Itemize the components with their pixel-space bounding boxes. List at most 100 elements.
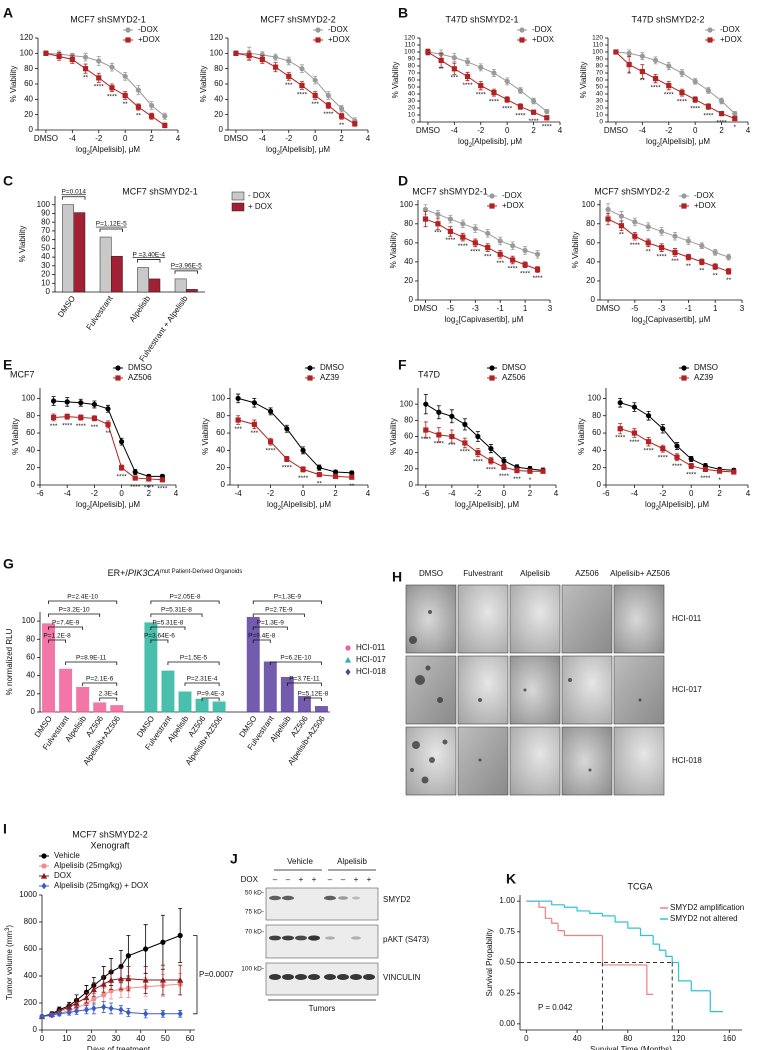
chart-title: T47D	[418, 369, 441, 379]
marker	[660, 446, 666, 452]
legend-marker	[307, 375, 313, 381]
legend-label: AZ506	[502, 373, 526, 382]
x-axis-label-part: log	[445, 315, 456, 324]
y-axis-label-part: % Viability	[9, 66, 18, 103]
y-tick-label: 50	[408, 84, 416, 91]
significance-label: ****	[473, 458, 484, 465]
marker	[100, 981, 107, 987]
marker	[146, 476, 152, 482]
significance-label: ****	[421, 436, 432, 443]
marker	[300, 447, 306, 453]
series-line	[615, 51, 735, 119]
legend-label: + DOX	[248, 202, 273, 211]
significance-label: ***	[434, 230, 442, 237]
x-tick-label: 0	[119, 489, 124, 498]
significance-label: ****	[630, 242, 641, 249]
survival-step	[563, 930, 603, 937]
p-bracket	[62, 196, 86, 200]
series-line	[235, 52, 356, 125]
significance-label: ****	[458, 243, 469, 250]
y-tick-label: 10	[596, 112, 604, 119]
x-tick-label: 4	[558, 126, 563, 135]
marker	[646, 413, 652, 419]
panel-letter: A	[3, 5, 13, 21]
marker	[83, 1006, 90, 1014]
marker	[96, 75, 102, 81]
x-axis-label-part: log	[76, 500, 87, 509]
column-label: Alpelisib+ AZ506	[610, 569, 670, 578]
legend-label: +DOX	[502, 201, 525, 210]
p-label: P =3.40E-4	[132, 251, 165, 258]
significance-label: ****	[508, 266, 519, 273]
y-tick-label: 60	[26, 653, 35, 662]
significance-label: ****	[502, 105, 513, 112]
x-tick-label: -5	[631, 304, 639, 313]
y-tick-label: 60	[216, 428, 225, 437]
x-tick-label: 4	[366, 489, 371, 498]
y-tick-label: 0	[219, 125, 224, 134]
marker	[422, 206, 429, 213]
x-tick-label: -1	[497, 304, 505, 313]
p-bracket	[174, 270, 198, 274]
y-axis-label-part: Tumor volume (mm	[5, 931, 14, 1000]
bar	[280, 676, 294, 713]
significance-label: ****	[94, 84, 105, 91]
y-tick-label: 60	[404, 432, 413, 441]
marker	[462, 440, 468, 446]
legend-marker	[41, 863, 47, 869]
legend-marker	[519, 37, 525, 43]
survival-step	[709, 990, 723, 1013]
y-tick-label: 120	[404, 35, 415, 42]
y-tick-label: 0	[409, 480, 414, 489]
y-axis-label-part: % Viability	[199, 66, 208, 103]
x-axis-label: log2[Alpelisib], μM	[266, 145, 330, 156]
x-tick-label: 4	[174, 489, 179, 498]
panel-letter: C	[3, 173, 13, 189]
p-label: P=2.1E-6	[86, 676, 114, 683]
y-tick-label: 60	[214, 79, 223, 88]
marker	[267, 408, 274, 414]
p-label: P=0.014	[62, 188, 87, 195]
significance-label: ****	[515, 112, 526, 119]
legend-marker	[707, 27, 713, 33]
legend-swatch	[231, 202, 245, 212]
p-value: P=0.0007	[199, 970, 234, 979]
significance-label: ****	[542, 124, 553, 131]
bar	[297, 696, 311, 713]
x-tick-label: 2	[339, 134, 344, 143]
legend-label: Vehicle	[54, 851, 80, 860]
y-tick-label: 100	[400, 399, 414, 408]
survival-step	[665, 950, 673, 957]
marker	[632, 233, 638, 239]
marker	[645, 240, 651, 246]
significance-label: ****	[76, 423, 87, 430]
significance-label: ***	[448, 442, 456, 449]
y-tick-label: 60	[408, 77, 416, 84]
marker	[312, 92, 318, 99]
marker	[485, 245, 491, 251]
x-axis-label: Survival Time (Months)	[590, 1045, 672, 1050]
legend-label: -DOX	[532, 25, 553, 34]
y-axis-label-part: % Viability	[579, 62, 588, 99]
micrograph	[509, 584, 561, 654]
marker	[246, 53, 252, 59]
survival-step	[551, 918, 559, 924]
marker	[162, 113, 168, 119]
image-panel: H DMSO Fulvestrant Alpelisib AZ506 Alpel…	[392, 569, 702, 796]
x-axis-label-part: 2	[466, 506, 470, 512]
x-tick-label: 1	[523, 304, 528, 313]
x-tick-label: 2	[531, 126, 536, 135]
chart-title: T47D shSMYD2-2	[631, 14, 704, 24]
bar	[263, 661, 277, 713]
x-tick-label: DMSO	[56, 294, 77, 319]
y-tick-label: 60	[592, 428, 601, 437]
marker	[652, 57, 659, 64]
marker	[510, 243, 516, 249]
y-tick-label: 200	[24, 998, 38, 1007]
y-tick-label: 40	[26, 445, 35, 454]
x-tick-label: -1	[685, 304, 693, 313]
x-axis-label-part: log	[266, 145, 277, 154]
y-tick-label: 0	[33, 1025, 38, 1034]
p-bracket	[150, 613, 203, 617]
y-tick-label: 40	[592, 445, 601, 454]
